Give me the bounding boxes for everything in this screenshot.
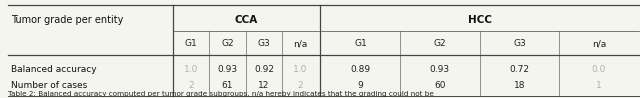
Text: n/a: n/a <box>293 39 308 48</box>
Text: 0.0: 0.0 <box>592 65 606 74</box>
Text: G3: G3 <box>513 39 526 48</box>
Text: 61: 61 <box>222 81 233 90</box>
Text: 0.93: 0.93 <box>430 65 450 74</box>
Text: G2: G2 <box>221 39 234 48</box>
Text: 1.0: 1.0 <box>184 65 198 74</box>
Text: Table 2: Balanced accuracy computed per tumor grade subgroups. n/a hereby indica: Table 2: Balanced accuracy computed per … <box>8 91 433 97</box>
Text: G2: G2 <box>434 39 446 48</box>
Text: n/a: n/a <box>592 39 606 48</box>
Text: Balanced accuracy: Balanced accuracy <box>11 65 97 74</box>
Text: G1: G1 <box>185 39 197 48</box>
Text: Tumor grade per entity: Tumor grade per entity <box>11 15 124 25</box>
Text: CCA: CCA <box>234 15 257 25</box>
Text: 0.92: 0.92 <box>254 65 274 74</box>
Text: 0.89: 0.89 <box>350 65 371 74</box>
Text: G1: G1 <box>354 39 367 48</box>
Text: G3: G3 <box>258 39 270 48</box>
Text: 9: 9 <box>358 81 364 90</box>
Text: 12: 12 <box>259 81 269 90</box>
Text: Number of cases: Number of cases <box>11 81 87 90</box>
Text: 60: 60 <box>434 81 445 90</box>
Text: 0.93: 0.93 <box>218 65 237 74</box>
Text: 1: 1 <box>596 81 602 90</box>
Text: 2: 2 <box>188 81 194 90</box>
Text: 1.0: 1.0 <box>293 65 308 74</box>
Text: 18: 18 <box>514 81 525 90</box>
Text: HCC: HCC <box>468 15 492 25</box>
Text: 2: 2 <box>298 81 303 90</box>
Text: 0.72: 0.72 <box>509 65 529 74</box>
